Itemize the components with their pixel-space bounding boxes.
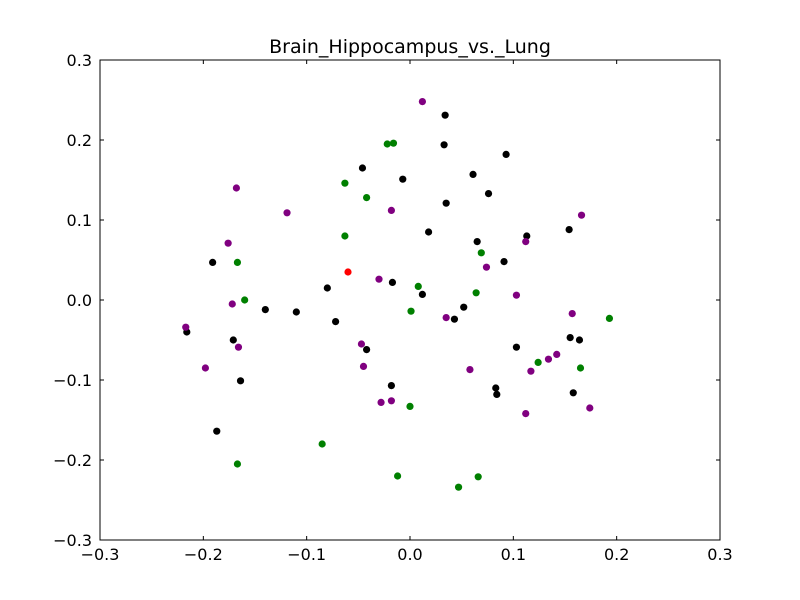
data-point	[440, 141, 448, 149]
data-point	[425, 228, 433, 236]
data-point	[575, 336, 584, 344]
data-point	[318, 440, 326, 448]
data-point	[387, 382, 395, 390]
y-tick-label: −0.2	[53, 451, 92, 470]
data-point	[523, 232, 531, 240]
data-point	[209, 258, 217, 266]
data-point	[569, 389, 577, 397]
data-point	[241, 296, 249, 304]
data-point	[454, 483, 463, 491]
data-point	[359, 362, 368, 370]
data-point	[586, 404, 594, 412]
x-tick-label: 0.3	[707, 545, 732, 564]
data-point	[201, 364, 209, 372]
data-point	[406, 402, 414, 410]
y-tick-label: −0.3	[53, 531, 92, 550]
data-point	[473, 238, 481, 246]
data-point	[341, 179, 349, 187]
data-point	[469, 170, 477, 178]
data-point	[292, 308, 300, 316]
data-point	[228, 300, 236, 308]
data-point	[472, 289, 480, 297]
data-point	[566, 334, 574, 342]
data-point	[605, 314, 614, 322]
data-point	[450, 315, 459, 323]
data-point	[213, 427, 221, 435]
data-point	[383, 140, 391, 148]
data-point	[568, 310, 576, 318]
data-point	[474, 473, 482, 481]
data-point	[534, 358, 542, 366]
data-point	[283, 209, 291, 217]
data-point	[375, 275, 383, 283]
data-point	[522, 410, 530, 418]
data-point	[357, 340, 366, 348]
x-tick-label: −0.2	[184, 545, 223, 564]
data-point	[442, 199, 450, 207]
data-point	[389, 139, 398, 147]
data-point	[387, 397, 395, 405]
data-point	[414, 282, 422, 290]
data-point	[224, 239, 232, 247]
data-point	[236, 377, 245, 385]
data-point	[442, 314, 450, 322]
data-point	[576, 364, 585, 372]
data-point	[527, 367, 535, 375]
data-point	[377, 398, 385, 406]
data-point	[387, 206, 395, 214]
data-point	[233, 460, 242, 468]
data-point	[233, 258, 242, 266]
data-point	[344, 268, 352, 276]
data-point	[544, 355, 553, 363]
data-point	[399, 175, 407, 183]
data-point	[418, 98, 426, 106]
y-tick-label: −0.1	[53, 371, 92, 390]
data-point	[522, 238, 530, 246]
data-point	[512, 343, 521, 351]
y-tick-label: 0.0	[67, 291, 92, 310]
data-point	[418, 290, 426, 298]
plot-area: −0.3 −0.2 −0.1 0.0 0.1 0.2 0.3 −0.3 −0.2 −0.1 0.0 0…	[53, 51, 733, 564]
y-tick-label: 0.3	[67, 51, 92, 70]
data-point	[460, 303, 468, 311]
data-point	[577, 211, 586, 219]
x-tick-label: 0.1	[501, 545, 526, 564]
data-point	[477, 249, 485, 257]
x-tick-label: −0.1	[287, 545, 326, 564]
data-point	[363, 346, 371, 354]
data-point	[466, 366, 474, 374]
x-tick-label: 0.2	[604, 545, 629, 564]
data-point	[341, 232, 349, 240]
data-point	[492, 384, 500, 392]
data-point	[553, 350, 561, 358]
chart-title: Brain_Hippocampus_vs._Lung	[269, 36, 551, 58]
data-point	[493, 390, 501, 398]
data-point	[388, 278, 397, 286]
data-point	[363, 194, 371, 202]
data-point	[394, 472, 402, 480]
data-point	[482, 263, 491, 271]
x-tick-label: −0.3	[81, 545, 120, 564]
y-tick-label: 0.1	[67, 211, 92, 230]
data-point	[234, 343, 243, 351]
data-point	[182, 323, 190, 331]
data-point	[229, 336, 237, 344]
data-point	[500, 258, 508, 266]
data-point	[358, 164, 367, 172]
data-point	[332, 318, 340, 326]
data-point	[407, 307, 415, 315]
data-point	[502, 150, 510, 158]
data-point	[323, 284, 331, 292]
y-tick-label: 0.2	[67, 131, 92, 150]
data-point	[261, 306, 269, 314]
data-point	[484, 190, 493, 198]
data-point	[232, 184, 240, 192]
data-point	[441, 111, 449, 119]
plot-frame	[99, 59, 721, 541]
x-tick-label: 0.0	[397, 545, 422, 564]
data-point	[565, 226, 573, 234]
data-point	[512, 291, 521, 299]
